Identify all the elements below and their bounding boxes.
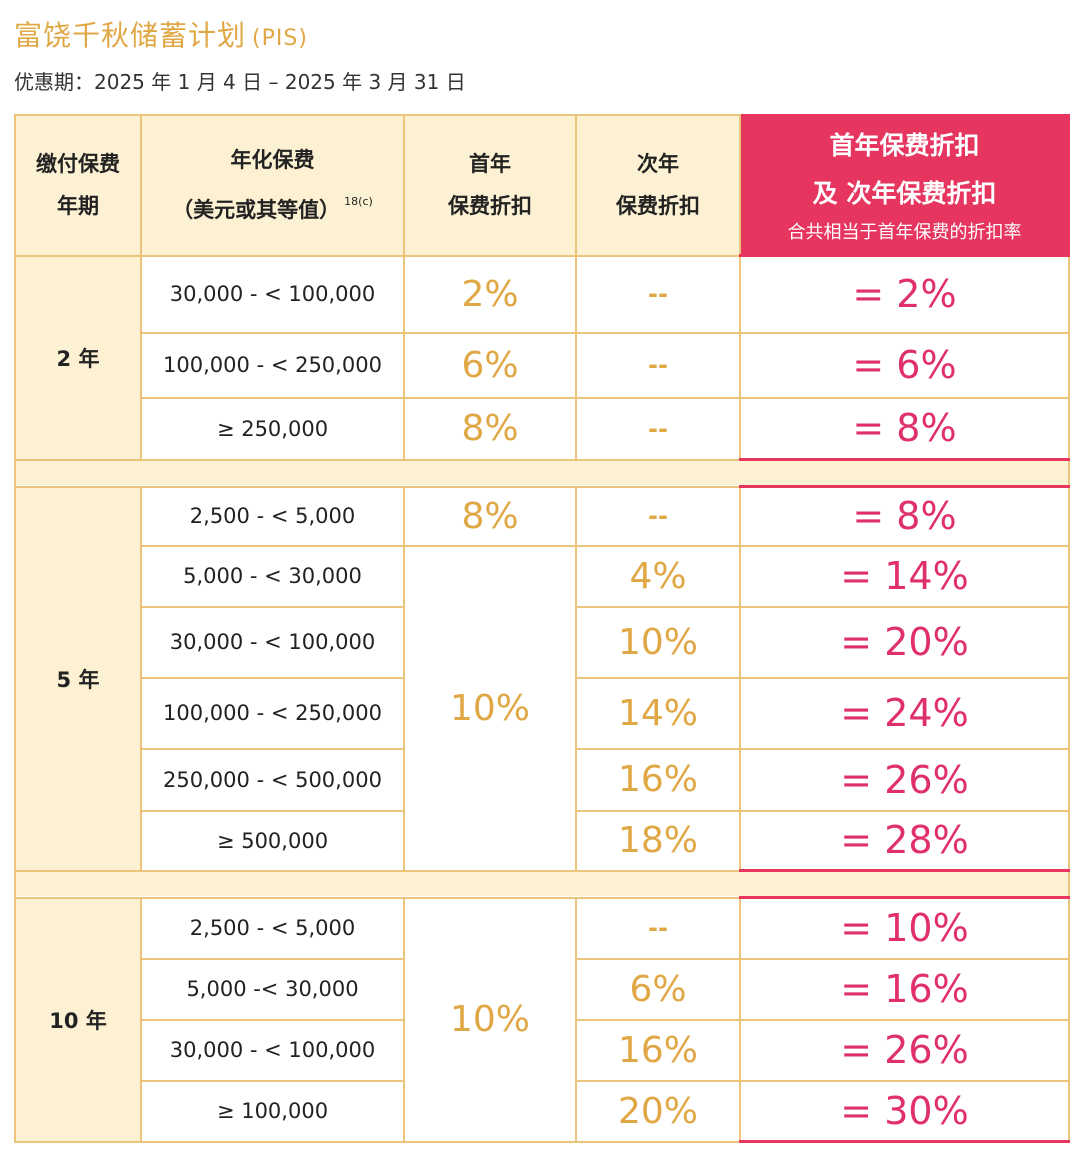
total-discount: = 24% <box>739 676 1070 750</box>
table-row: ≥ 250,000 8% -- = 8% <box>15 396 1070 461</box>
header-y1-line1: 首年 <box>469 152 511 177</box>
total-discount: = 16% <box>739 957 1070 1021</box>
total-discount: = 28% <box>739 809 1070 872</box>
second-year-discount: 4% <box>575 544 741 608</box>
second-year-discount: -- <box>575 485 741 547</box>
term-cell: 10 年 <box>14 896 142 1143</box>
header-y2-line2: 保费折扣 <box>616 194 700 219</box>
table-row: 5 年 2,500 - < 5,000 8% -- = 8% <box>14 485 1070 872</box>
total-discount: = 8% <box>739 396 1070 461</box>
table-row: 100,000 - < 250,000 6% -- = 6% <box>15 331 1070 399</box>
header-second-year: 次年 保费折扣 <box>575 114 741 257</box>
plan-name: 富饶千秋储蓄计划 <box>14 19 247 52</box>
table-header-row: 缴付保费 年期 年化保费 （美元或其等值） 18(c) 首年 保费折扣 次年 保费折扣 首… <box>14 114 1070 257</box>
group-10-year: 10 年 2,500 - < 5,000 10% -- = 10% 5,000 … <box>14 896 1070 1143</box>
table-row: 100,000 - < 250,000 14% = 24% <box>15 676 1070 750</box>
header-premium-line2: （美元或其等值） <box>172 198 341 223</box>
first-year-discount: 8% <box>403 396 577 461</box>
header-total-line3: 合共相当于首年保费的折扣率 <box>787 222 1022 243</box>
second-year-discount: 14% <box>575 676 741 750</box>
second-year-discount: -- <box>575 331 741 399</box>
table-row: 250,000 - < 500,000 16% = 26% <box>15 747 1070 812</box>
table-row: 5,000 - < 30,000 10% 4% = 14% <box>15 544 1070 872</box>
table-row: ≥ 100,000 20% = 30% <box>15 1079 1070 1143</box>
total-discount: = 6% <box>739 331 1070 399</box>
total-discount: = 20% <box>739 605 1070 679</box>
plan-title: 富饶千秋储蓄计划 (PIS) <box>14 14 308 54</box>
header-premium-line1: 年化保费 <box>230 148 315 173</box>
first-year-discount: 6% <box>403 331 577 399</box>
table-row: ≥ 500,000 18% = 28% <box>15 809 1070 872</box>
premium-range: 2,500 - < 5,000 <box>140 896 405 960</box>
discount-table: 缴付保费 年期 年化保费 （美元或其等值） 18(c) 首年 保费折扣 次年 保费折扣 首… <box>14 114 1070 1143</box>
second-year-discount: 16% <box>575 1018 741 1082</box>
premium-range: 100,000 - < 250,000 <box>140 331 405 399</box>
premium-range: ≥ 100,000 <box>140 1079 405 1143</box>
first-year-discount: 10% <box>403 544 577 872</box>
first-year-discount: 10% <box>403 896 577 1143</box>
total-discount: = 2% <box>739 254 1070 334</box>
header-term-line2: 年期 <box>57 194 99 219</box>
premium-range: ≥ 250,000 <box>140 396 405 461</box>
premium-range: 30,000 - < 100,000 <box>140 254 405 334</box>
header-total-line1: 首年保费折扣 <box>829 131 980 160</box>
second-year-discount: 6% <box>575 957 741 1021</box>
first-year-discount: 8% <box>403 485 577 547</box>
header-premium: 年化保费 （美元或其等值） 18(c) <box>140 114 405 257</box>
premium-range: 100,000 - < 250,000 <box>140 676 405 750</box>
second-year-discount: 10% <box>575 605 741 679</box>
second-year-discount: 20% <box>575 1079 741 1143</box>
header-y1-line2: 保费折扣 <box>448 194 532 219</box>
term-cell: 5 年 <box>14 485 142 872</box>
total-discount: = 8% <box>739 485 1070 547</box>
total-discount: = 26% <box>739 747 1070 812</box>
header-term: 缴付保费 年期 <box>14 114 142 257</box>
table-row: 10 年 2,500 - < 5,000 10% -- = 10% <box>14 896 1070 1143</box>
offer-period: 优惠期：2025 年 1 月 4 日 – 2025 年 3 月 31 日 <box>14 70 466 94</box>
header-first-year: 首年 保费折扣 <box>403 114 577 257</box>
separator-row <box>14 869 1070 899</box>
premium-range: 5,000 - < 30,000 <box>140 544 405 608</box>
table-row: 5,000 -< 30,000 6% = 16% <box>15 957 1070 1021</box>
group-separator <box>14 869 1070 899</box>
second-year-discount: -- <box>575 896 741 960</box>
premium-range: 2,500 - < 5,000 <box>140 485 405 547</box>
premium-range: 5,000 -< 30,000 <box>140 957 405 1021</box>
premium-range: 30,000 - < 100,000 <box>140 1018 405 1082</box>
header-total: 首年保费折扣及 次年保费折扣合共相当于首年保费的折扣率 <box>739 114 1070 257</box>
table-row: 2 年 30,000 - < 100,000 2% -- = 2% <box>14 254 1070 461</box>
second-year-discount: 18% <box>575 809 741 872</box>
header-y2-line1: 次年 <box>637 152 679 177</box>
footnote-ref: 18(c) <box>344 195 373 209</box>
plan-code: (PIS) <box>252 26 308 51</box>
header-term-line1: 缴付保费 <box>36 152 120 177</box>
table-row: 30,000 - < 100,000 10% = 20% <box>15 605 1070 679</box>
total-discount: = 26% <box>739 1018 1070 1082</box>
premium-range: 250,000 - < 500,000 <box>140 747 405 812</box>
group-2-year: 2 年 30,000 - < 100,000 2% -- = 2% 100,00… <box>14 254 1070 461</box>
second-year-discount: -- <box>575 396 741 461</box>
total-discount: = 30% <box>739 1079 1070 1143</box>
separator-row <box>14 458 1070 488</box>
total-discount: = 14% <box>739 544 1070 608</box>
premium-range: 30,000 - < 100,000 <box>140 605 405 679</box>
second-year-discount: -- <box>575 254 741 334</box>
first-year-discount: 2% <box>403 254 577 334</box>
header-total-line2: 及 次年保费折扣 <box>812 179 997 208</box>
table-row: 30,000 - < 100,000 16% = 26% <box>15 1018 1070 1082</box>
term-cell: 2 年 <box>14 254 142 461</box>
second-year-discount: 16% <box>575 747 741 812</box>
group-separator <box>14 458 1070 488</box>
total-discount: = 10% <box>739 896 1070 960</box>
premium-range: ≥ 500,000 <box>140 809 405 872</box>
group-5-year: 5 年 2,500 - < 5,000 8% -- = 8% 5,000 - <… <box>14 485 1070 872</box>
